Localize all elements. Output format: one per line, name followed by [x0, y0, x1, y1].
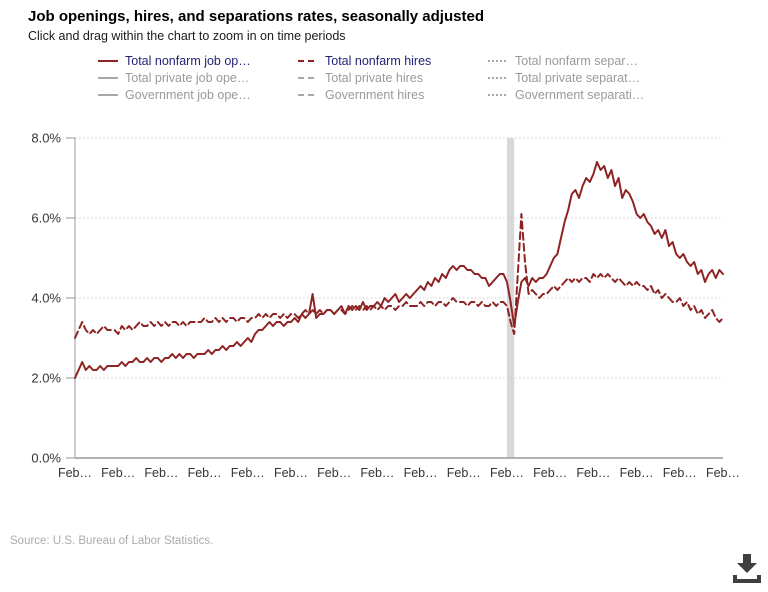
x-tick-label: Feb… — [58, 466, 92, 480]
legend-column: Total nonfarm hires Total private hires Go… — [298, 52, 431, 103]
legend-solid-line-icon — [98, 59, 118, 62]
legend-dashed-line-icon — [298, 59, 318, 62]
legend-item-label: Government job ope… — [125, 87, 251, 102]
x-tick-label: Feb… — [188, 466, 222, 480]
x-tick-label: Feb… — [706, 466, 740, 480]
x-tick-label: Feb… — [360, 466, 394, 480]
x-tick-label: Feb… — [620, 466, 654, 480]
x-tick-label: Feb… — [447, 466, 481, 480]
y-tick-label: 4.0% — [31, 291, 61, 306]
legend-item-label: Total private hires — [325, 70, 423, 85]
legend-item-label: Total nonfarm job op… — [125, 53, 251, 68]
page-title: Job openings, hires, and separations rat… — [28, 8, 484, 25]
x-tick-label: Feb… — [317, 466, 351, 480]
legend-dotted-line-icon — [488, 93, 508, 96]
legend-dotted-line-icon — [488, 76, 508, 79]
chart-subtitle: Click and drag within the chart to zoom … — [28, 29, 346, 43]
y-tick-label: 8.0% — [31, 131, 61, 146]
series-line-total-nonfarm-hires — [74, 213, 724, 339]
legend-solid-line-icon — [98, 93, 118, 96]
legend-item-label: Total private separat… — [515, 70, 641, 85]
y-tick-label: 2.0% — [31, 371, 61, 386]
x-tick-label: Feb… — [663, 466, 697, 480]
y-tick-label: 6.0% — [31, 211, 61, 226]
legend-item-total-private-separat[interactable]: Total private separat… — [488, 69, 644, 86]
x-tick-label: Feb… — [274, 466, 308, 480]
x-tick-label: Feb… — [231, 466, 265, 480]
legend-item-government-job-ope[interactable]: Government job ope… — [98, 86, 251, 103]
series-line-total-nonfarm-job-op — [74, 161, 724, 379]
legend-item-label: Total nonfarm separ… — [515, 53, 638, 68]
x-tick-label: Feb… — [144, 466, 178, 480]
legend-item-label: Total private job ope… — [125, 70, 250, 85]
legend-dotted-line-icon — [488, 59, 508, 62]
legend-column: Total nonfarm separ… Total private separa… — [488, 52, 644, 103]
download-button[interactable] — [726, 552, 768, 588]
legend-column: Total nonfarm job op… Total private job o… — [98, 52, 251, 103]
x-tick-label: Feb… — [533, 466, 567, 480]
x-tick-label: Feb… — [101, 466, 135, 480]
legend-item-total-nonfarm-hires[interactable]: Total nonfarm hires — [298, 52, 431, 69]
legend-solid-line-icon — [98, 76, 118, 79]
legend-item-label: Total nonfarm hires — [325, 53, 432, 68]
legend-item-total-nonfarm-separ[interactable]: Total nonfarm separ… — [488, 52, 644, 69]
y-tick-label: 0.0% — [31, 451, 61, 466]
x-tick-label: Feb… — [404, 466, 438, 480]
legend: Total nonfarm job op… Total private job o… — [0, 52, 768, 106]
legend-item-total-nonfarm-job-op[interactable]: Total nonfarm job op… — [98, 52, 251, 69]
legend-item-total-private-hires[interactable]: Total private hires — [298, 69, 431, 86]
legend-item-government-separati[interactable]: Government separati… — [488, 86, 644, 103]
download-icon — [733, 554, 761, 583]
x-tick-label: Feb… — [576, 466, 610, 480]
legend-item-total-private-job-ope[interactable]: Total private job ope… — [98, 69, 251, 86]
legend-item-label: Government separati… — [515, 87, 645, 102]
legend-dashed-line-icon — [298, 76, 318, 79]
legend-dashed-line-icon — [298, 93, 318, 96]
legend-item-government-hires[interactable]: Government hires — [298, 86, 431, 103]
source-note: Source: U.S. Bureau of Labor Statistics. — [10, 535, 214, 547]
x-tick-label: Feb… — [490, 466, 524, 480]
legend-item-label: Government hires — [325, 87, 425, 102]
